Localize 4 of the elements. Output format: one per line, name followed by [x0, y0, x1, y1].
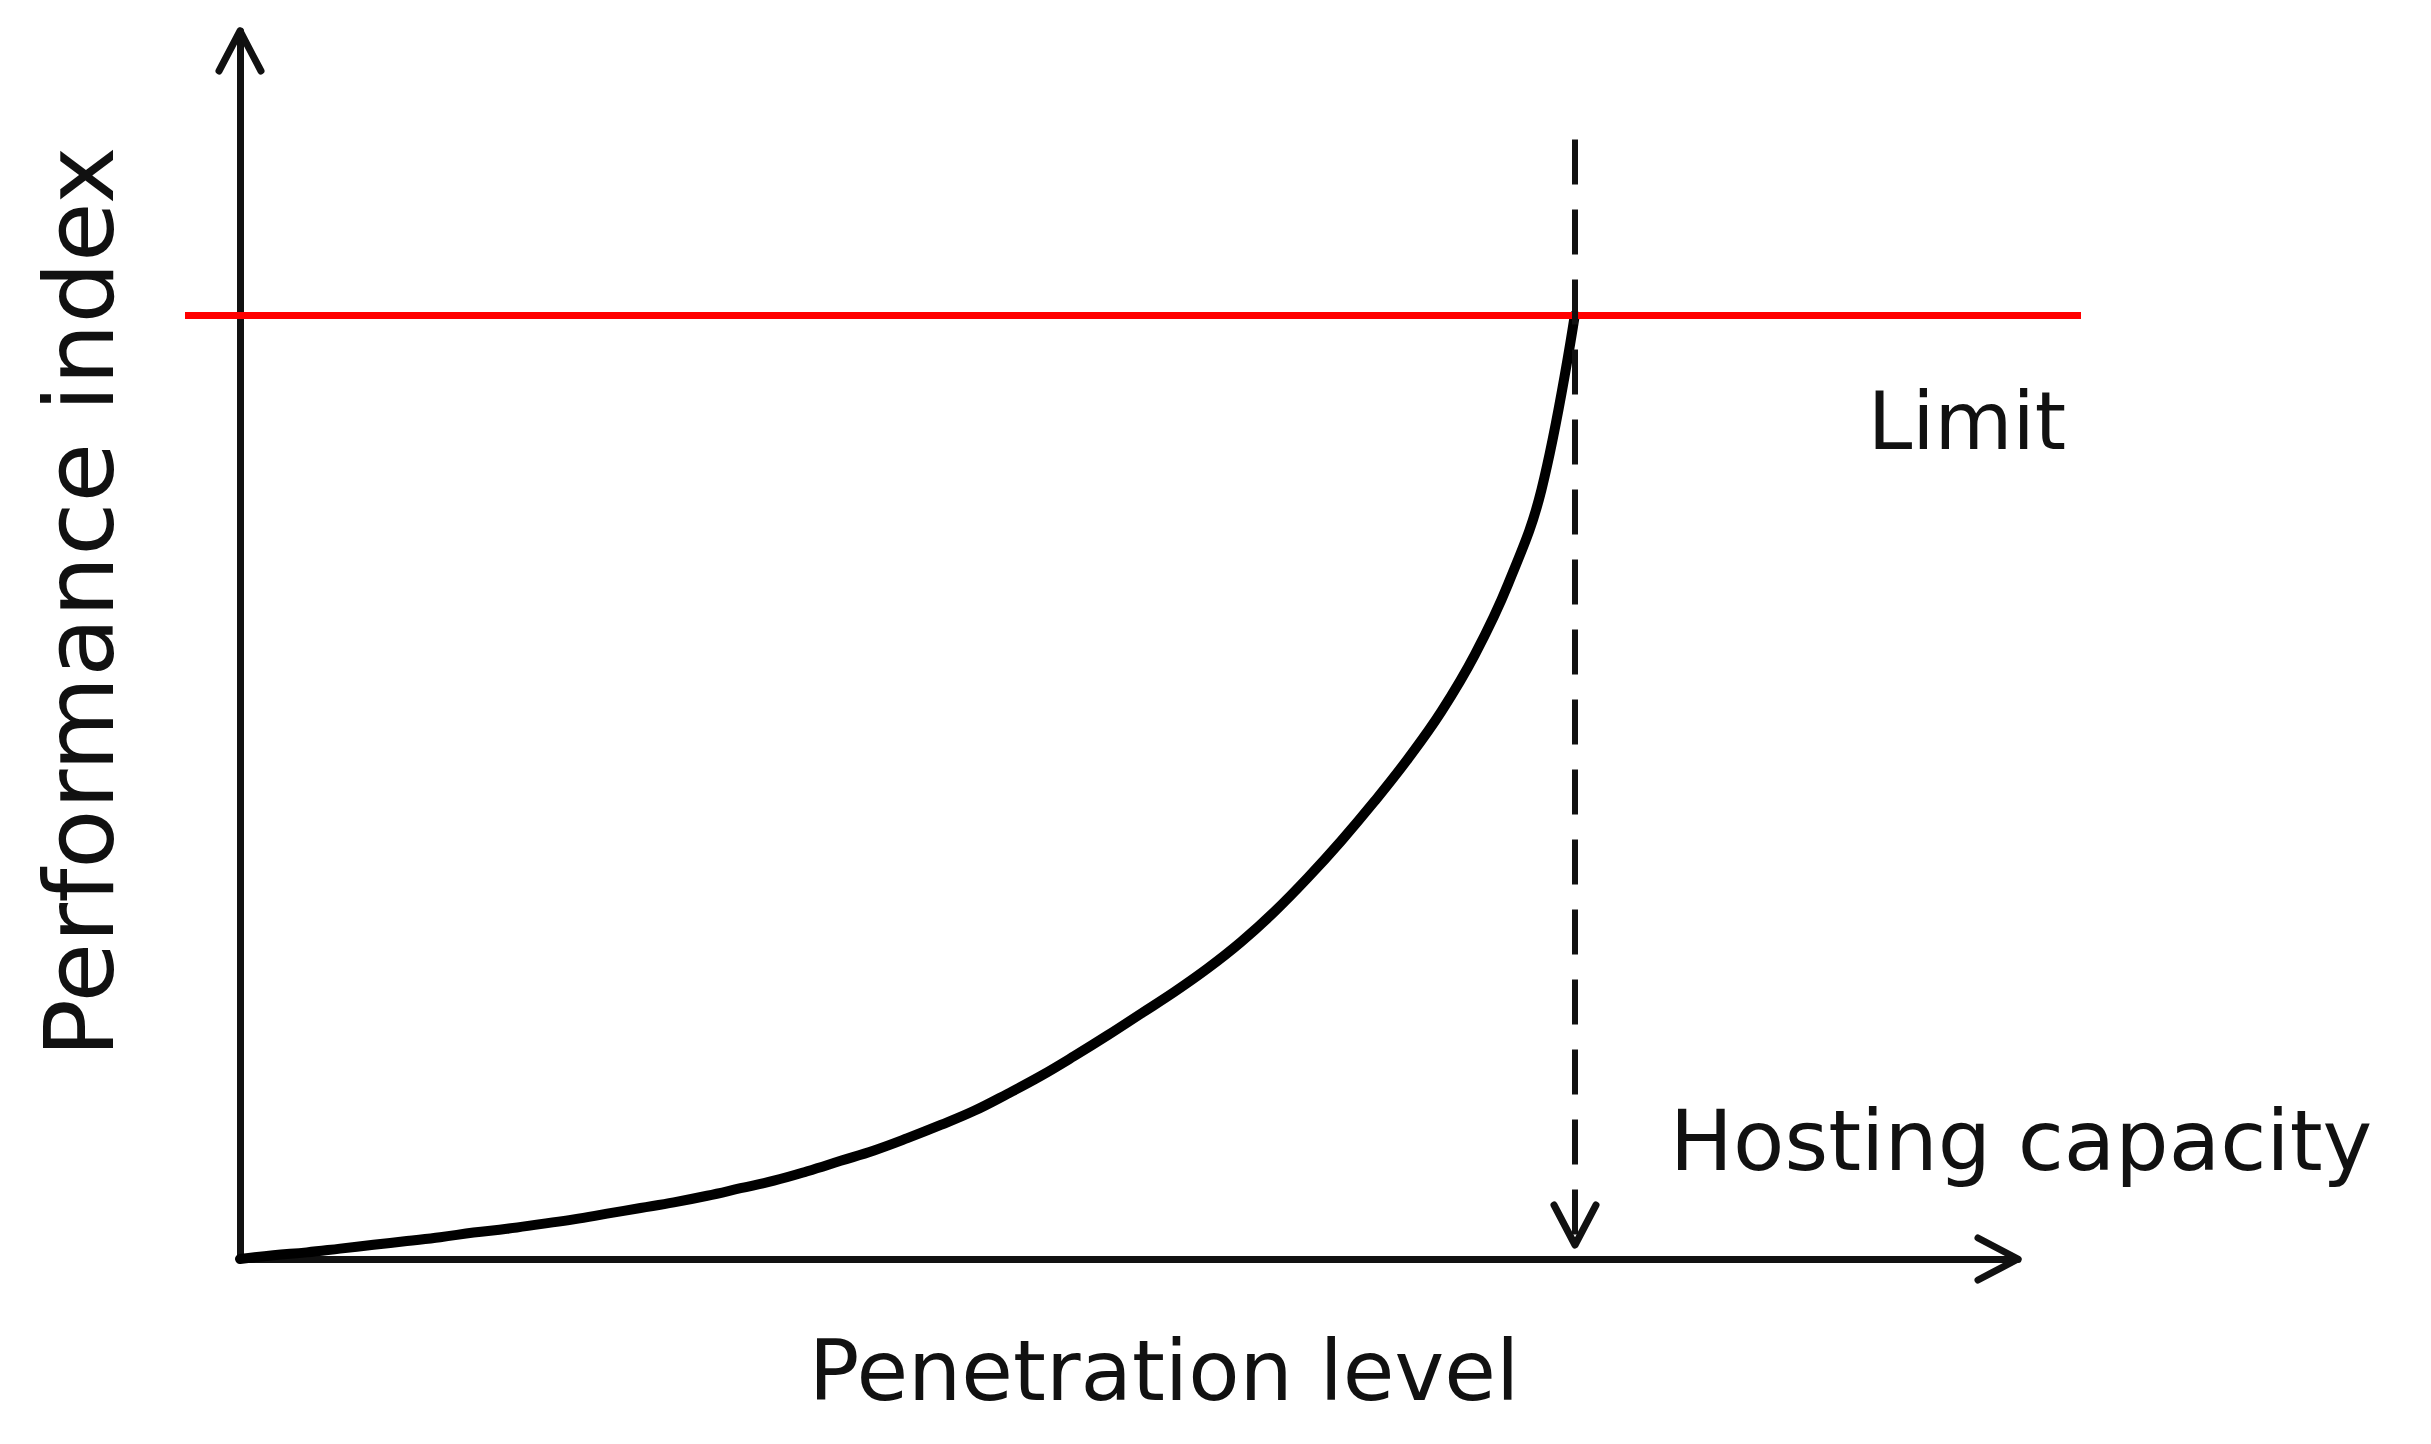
- ref-line-label: Limit: [1867, 374, 2066, 468]
- text: Hosting capacity: [1669, 1092, 2373, 1190]
- x-axis-title: Penetration level: [808, 1322, 1520, 1420]
- y-axis-title: Performance index: [23, 146, 136, 1058]
